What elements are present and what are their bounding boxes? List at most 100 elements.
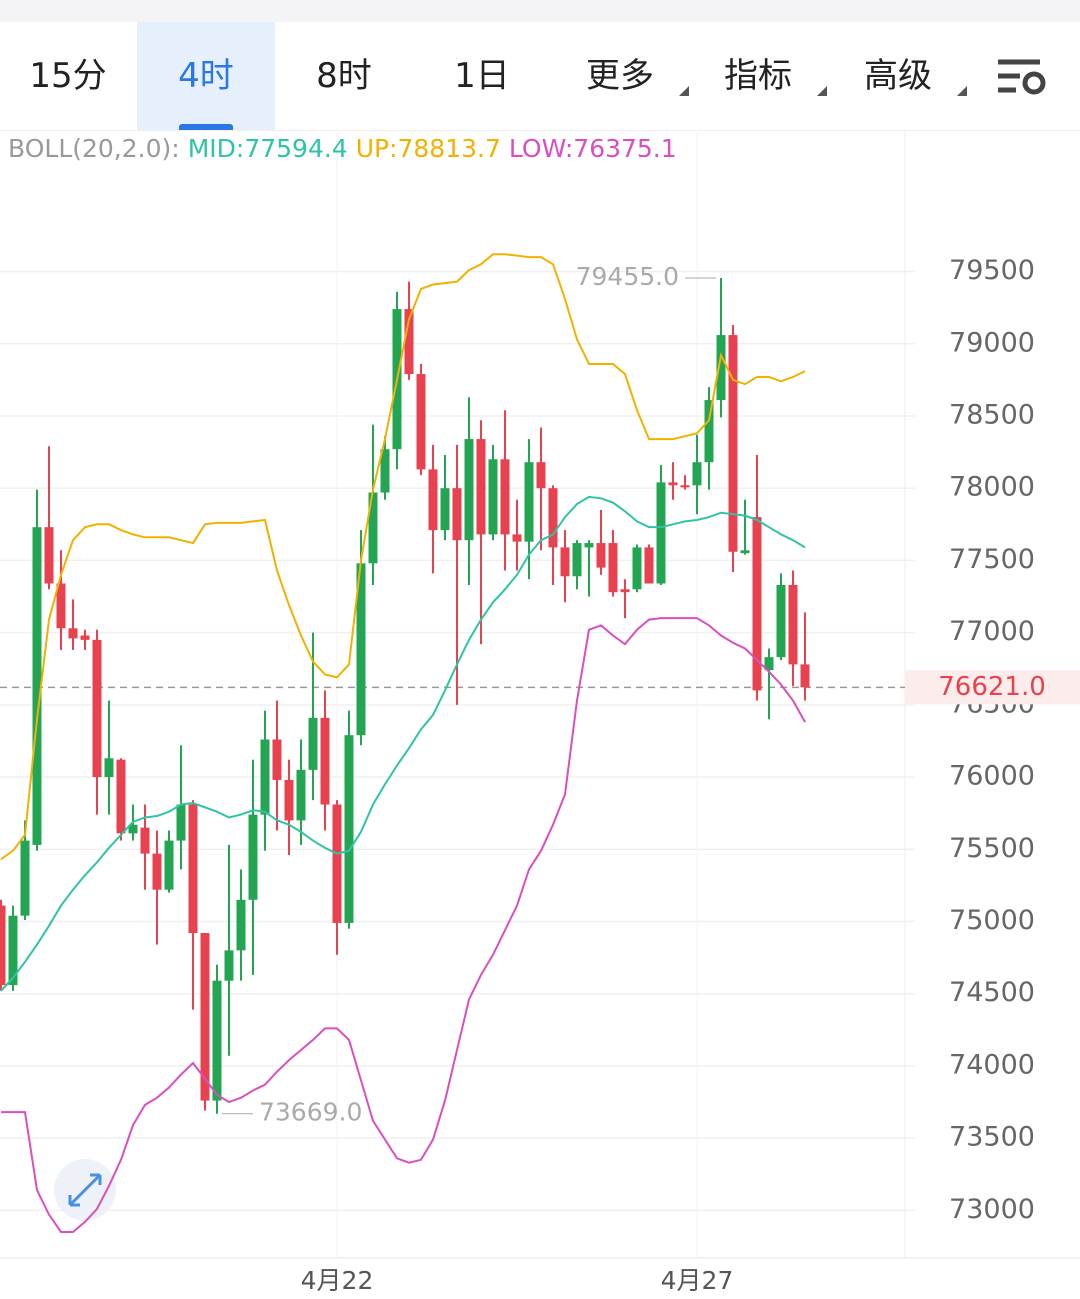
tab-label: 更多 bbox=[586, 56, 654, 96]
candle-body bbox=[488, 459, 498, 535]
candle-body bbox=[536, 462, 546, 489]
candle-body bbox=[20, 840, 30, 916]
candle-body bbox=[176, 804, 186, 841]
candle-body bbox=[140, 827, 150, 854]
candle-body bbox=[800, 664, 810, 688]
tab-label: 高级 bbox=[864, 56, 932, 96]
tab[interactable]: 更多 bbox=[551, 22, 689, 130]
candle-body bbox=[596, 543, 606, 568]
candle-body bbox=[572, 543, 582, 577]
candle-body bbox=[332, 804, 342, 923]
status-bar bbox=[0, 0, 1080, 22]
annotation-label: 73669.0 bbox=[259, 1098, 362, 1127]
tab[interactable]: 15分 bbox=[0, 22, 137, 130]
current-price-label: 76621.0 bbox=[938, 672, 1046, 702]
candle-body bbox=[764, 657, 774, 671]
candle-body bbox=[524, 462, 534, 542]
tab[interactable]: 指标 bbox=[689, 22, 827, 130]
candle-body bbox=[248, 814, 258, 900]
tab-label: 1日 bbox=[454, 56, 510, 96]
candle-body bbox=[740, 550, 750, 554]
legend-entry: LOW:76375.1 bbox=[509, 134, 677, 163]
y-tick-label: 74500 bbox=[949, 977, 1035, 1008]
candle-body bbox=[776, 584, 786, 658]
y-tick-label: 77500 bbox=[949, 544, 1035, 575]
y-tick-label: 75500 bbox=[949, 833, 1035, 864]
candle-body bbox=[644, 547, 654, 584]
candle-body bbox=[680, 485, 690, 488]
candle-body bbox=[32, 527, 42, 845]
candle-body bbox=[8, 915, 18, 986]
x-tick-label: 4月27 bbox=[661, 1266, 734, 1295]
candle-body bbox=[260, 739, 270, 815]
candle-body bbox=[200, 933, 210, 1101]
candle-body bbox=[152, 853, 162, 890]
candle-body bbox=[92, 639, 102, 778]
candle-body bbox=[44, 527, 54, 584]
interval-tabs: 15分 4时 8时 1日 更多 指标 高级 bbox=[0, 22, 1080, 131]
candle-body bbox=[512, 534, 522, 542]
candle-body bbox=[668, 482, 678, 486]
tab[interactable]: 高级 bbox=[829, 22, 967, 130]
candle-body bbox=[68, 628, 78, 639]
candle-body bbox=[452, 488, 462, 541]
candle-body bbox=[716, 335, 726, 401]
candle-body bbox=[752, 517, 762, 691]
settings-icon[interactable] bbox=[998, 59, 1046, 95]
candle-body bbox=[728, 335, 738, 552]
candle-body bbox=[560, 547, 570, 577]
candle-body bbox=[356, 563, 366, 736]
candle-body bbox=[476, 439, 486, 535]
candle-body bbox=[104, 758, 114, 778]
tab-label: 指标 bbox=[724, 56, 792, 96]
candle-body bbox=[0, 905, 6, 986]
candle-body bbox=[128, 824, 138, 834]
candle-body bbox=[80, 635, 90, 640]
y-tick-label: 75000 bbox=[949, 905, 1035, 936]
y-tick-label: 77000 bbox=[949, 616, 1035, 647]
annotation-label: 79455.0 bbox=[576, 262, 679, 291]
expand-button[interactable] bbox=[54, 1159, 116, 1221]
legend-entry: UP:78813.7 bbox=[356, 134, 501, 163]
indicator-legend: BOLL(20,2.0): MID:77594.4 UP:78813.7 LOW:76… bbox=[8, 134, 677, 163]
candle-body bbox=[788, 584, 798, 665]
y-tick-label: 74000 bbox=[949, 1049, 1035, 1080]
y-tick-label: 79500 bbox=[949, 255, 1035, 286]
dropdown-caret bbox=[679, 86, 689, 96]
candle-body bbox=[548, 488, 558, 548]
candle-body bbox=[608, 543, 618, 593]
y-tick-label: 78000 bbox=[949, 472, 1035, 503]
candle-body bbox=[704, 400, 714, 463]
boll-line bbox=[1, 617, 806, 1233]
y-tick-label: 76000 bbox=[949, 761, 1035, 792]
candle-body bbox=[656, 482, 666, 584]
candle-body bbox=[224, 950, 234, 981]
y-tick-label: 78500 bbox=[949, 399, 1035, 430]
candle-body bbox=[164, 840, 174, 890]
candle-body bbox=[500, 459, 510, 535]
tab[interactable]: 4时 bbox=[137, 22, 275, 130]
tab[interactable]: 8时 bbox=[275, 22, 413, 130]
candle-body bbox=[692, 462, 702, 486]
candle-body bbox=[212, 980, 222, 1101]
candle-body bbox=[404, 309, 414, 375]
candle-body bbox=[56, 583, 66, 629]
boll-line bbox=[0, 253, 806, 861]
x-tick-label: 4月22 bbox=[301, 1266, 374, 1295]
candle-body bbox=[440, 488, 450, 531]
tab-label: 4时 bbox=[178, 56, 234, 96]
boll-line bbox=[0, 495, 806, 992]
legend-entry: MID:77594.4 bbox=[188, 134, 348, 163]
candle-body bbox=[284, 779, 294, 821]
candle-body bbox=[428, 469, 438, 531]
candle-body bbox=[464, 439, 474, 541]
candle-body bbox=[620, 589, 630, 593]
current-price-tag bbox=[905, 670, 1080, 705]
y-tick-label: 79000 bbox=[949, 327, 1035, 358]
candle-body bbox=[368, 492, 378, 564]
tab[interactable]: 1日 bbox=[413, 22, 551, 130]
tab-label: 8时 bbox=[316, 56, 372, 96]
candle-body bbox=[296, 769, 306, 821]
